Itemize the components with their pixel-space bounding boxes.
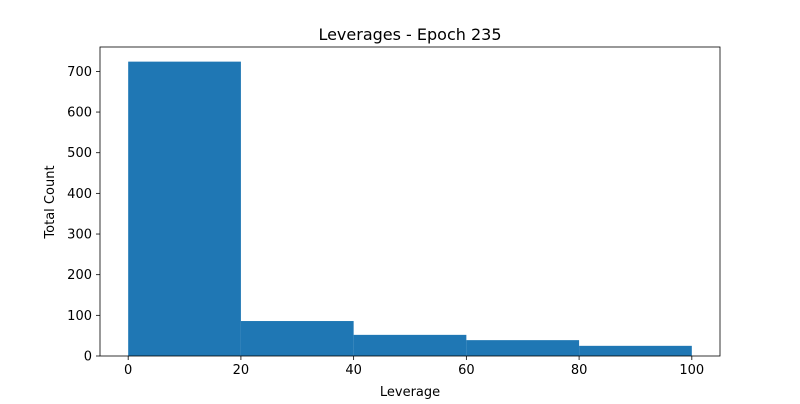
plot-frame — [99, 46, 721, 357]
x-tick-label-80: 80 — [571, 363, 588, 378]
x-axis-ticks: 0 20 40 60 80 100 — [124, 356, 704, 378]
x-tick-label-0: 0 — [124, 363, 132, 378]
x-tick-label-100: 100 — [679, 363, 704, 378]
y-axis-label: Total Count — [43, 165, 58, 239]
bars-group — [128, 61, 692, 356]
histogram-bar-4 — [466, 340, 580, 356]
y-tick-label-200: 200 — [67, 268, 92, 283]
y-tick-label-400: 400 — [67, 187, 92, 202]
y-tick-label-700: 700 — [67, 65, 92, 80]
histogram-bar-2 — [240, 321, 354, 356]
y-axis-ticks: 0 100 200 300 400 500 600 700 — [67, 65, 100, 365]
y-tick-label-600: 600 — [67, 106, 92, 121]
y-tick-label-0: 0 — [84, 350, 92, 365]
x-tick-label-20: 20 — [233, 363, 250, 378]
x-tick-label-60: 60 — [458, 363, 475, 378]
histogram-bar-1 — [128, 61, 241, 356]
x-axis-label: Leverage — [380, 385, 440, 400]
chart-title: Leverages - Epoch 235 — [318, 25, 501, 44]
y-tick-label-500: 500 — [67, 146, 92, 161]
y-tick-label-300: 300 — [67, 228, 92, 243]
histogram-bar-5 — [579, 345, 692, 356]
histogram-bar-3 — [353, 334, 467, 356]
x-tick-label-40: 40 — [345, 363, 362, 378]
y-tick-label-100: 100 — [67, 309, 92, 324]
